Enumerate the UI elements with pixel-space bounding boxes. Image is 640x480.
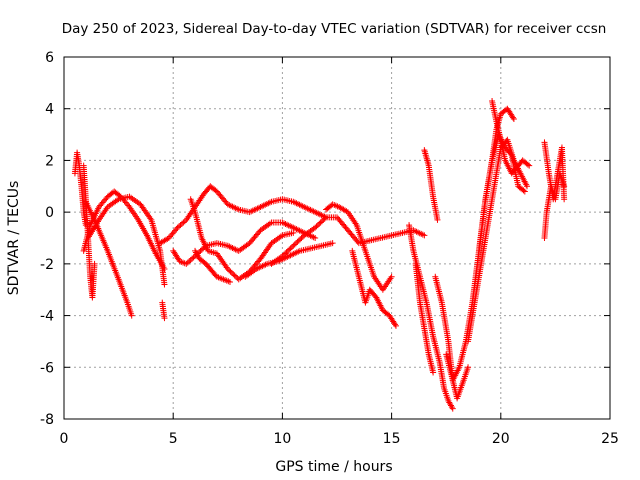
chart-title: Day 250 of 2023, Sidereal Day-to-day VTE…	[62, 21, 607, 37]
y-axis-ticks: -8 -6 -4 -2 0 2 4 6	[40, 50, 610, 428]
data-point-markers	[192, 247, 233, 285]
x-axis-ticks: 0 5 10 15 20 25	[60, 57, 619, 447]
y-tick-label: -8	[40, 412, 54, 428]
y-tick-label: 2	[45, 153, 54, 169]
plot-frame	[63, 56, 611, 420]
data-point-markers	[170, 219, 319, 267]
series-arc-12	[268, 214, 428, 267]
y-tick-label: 4	[45, 102, 54, 118]
series-arc-15	[406, 222, 456, 412]
x-tick-label: 10	[273, 431, 291, 447]
series-arc-6	[159, 299, 168, 322]
series-arc-8	[170, 219, 319, 267]
grid-lines	[64, 57, 610, 419]
data-point-markers	[541, 170, 568, 241]
data-point-markers	[406, 222, 456, 412]
y-axis-label: SDTVAR / TECUs	[6, 181, 22, 296]
data-point-markers	[85, 193, 168, 288]
data-point-markers	[82, 198, 135, 319]
series-arc-13	[323, 201, 395, 293]
series-arc-24	[541, 170, 568, 241]
series-arc-17	[412, 260, 437, 376]
series-arc-14	[349, 247, 399, 329]
data-point-markers	[71, 149, 89, 229]
y-tick-label: 6	[45, 50, 54, 66]
data-point-markers	[159, 299, 168, 322]
data-point-markers	[489, 97, 533, 177]
data-point-markers	[187, 196, 297, 283]
series-arc-1	[71, 149, 89, 229]
y-tick-label: 0	[45, 205, 54, 221]
data-point-markers	[242, 240, 336, 280]
data-point-markers	[323, 201, 395, 293]
series-arc-10	[192, 247, 233, 285]
series-arc-9	[187, 196, 297, 283]
x-tick-label: 20	[492, 431, 510, 447]
series-arc-5	[85, 193, 168, 288]
y-tick-label: -6	[40, 360, 54, 376]
series-arc-4	[82, 198, 135, 319]
y-tick-label: -2	[40, 257, 54, 273]
x-tick-label: 0	[60, 431, 69, 447]
y-tick-label: -4	[40, 309, 54, 325]
x-tick-label: 5	[169, 431, 178, 447]
x-tick-label: 15	[383, 431, 401, 447]
x-tick-label: 25	[601, 431, 619, 447]
data-marks	[71, 97, 568, 412]
data-point-markers	[349, 247, 399, 329]
series-arc-16	[421, 147, 441, 223]
x-axis-label: GPS time / hours	[275, 459, 392, 475]
series-arc-22	[489, 97, 533, 177]
series-arc-20	[465, 136, 531, 345]
data-point-markers	[421, 147, 441, 223]
data-point-markers	[465, 136, 531, 345]
series-arc-11	[242, 240, 336, 280]
data-point-markers	[268, 214, 428, 267]
data-point-markers	[412, 260, 437, 376]
